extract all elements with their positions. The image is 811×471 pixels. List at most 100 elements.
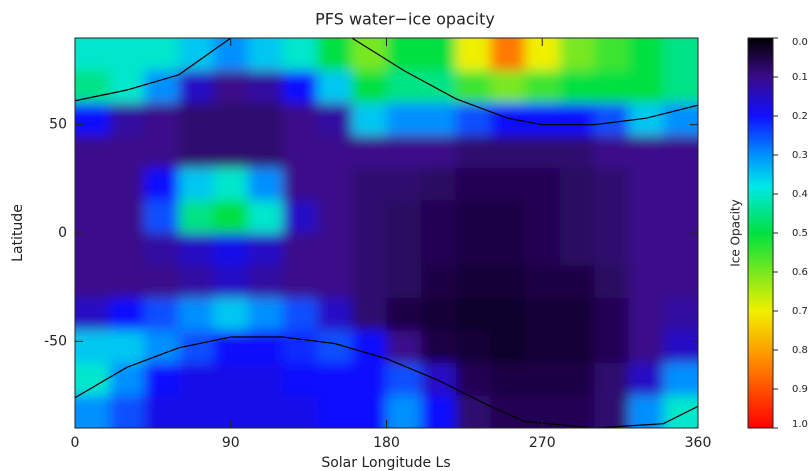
heatmap-cell xyxy=(75,70,111,104)
heatmap-cell xyxy=(248,168,284,201)
heatmap xyxy=(75,38,698,428)
heatmap-cell xyxy=(75,395,111,428)
heatmap-cell xyxy=(559,103,595,136)
heatmap-cell xyxy=(421,168,457,201)
heatmap-cell xyxy=(455,38,491,71)
heatmap-cell xyxy=(559,38,595,71)
heatmap-cell xyxy=(178,363,214,396)
heatmap-cell xyxy=(594,233,630,266)
x-tick-label: 180 xyxy=(373,435,400,451)
heatmap-cell xyxy=(455,330,491,364)
heatmap-cell xyxy=(524,168,561,201)
heatmap-cell xyxy=(524,200,561,234)
heatmap-cell xyxy=(282,330,318,364)
heatmap-cell xyxy=(559,298,595,331)
heatmap-cell xyxy=(594,38,630,71)
heatmap-cell xyxy=(490,298,526,331)
heatmap-cell xyxy=(178,233,214,266)
heatmap-cell xyxy=(421,38,457,71)
heatmap-cell xyxy=(282,38,318,71)
heatmap-cell xyxy=(75,233,111,266)
heatmap-cell xyxy=(628,70,664,104)
heatmap-cell xyxy=(144,38,180,71)
heatmap-cell xyxy=(109,298,145,331)
heatmap-cell xyxy=(144,233,180,266)
heatmap-cell xyxy=(455,103,491,136)
colorbar-tick-label: 0.2 xyxy=(792,111,808,122)
heatmap-cell xyxy=(109,330,145,364)
colorbar-label: Ice Opacity xyxy=(729,199,743,267)
heatmap-cells xyxy=(75,38,698,428)
heatmap-cell xyxy=(386,363,422,396)
heatmap-cell xyxy=(248,265,284,299)
heatmap-cell xyxy=(386,135,422,169)
x-tick-label: 0 xyxy=(71,435,80,451)
heatmap-cell xyxy=(248,103,284,136)
heatmap-cell xyxy=(178,70,214,104)
x-tick-label: 270 xyxy=(529,435,556,451)
heatmap-cell xyxy=(559,135,595,169)
heatmap-cell xyxy=(524,363,561,396)
heatmap-cell xyxy=(282,70,318,104)
heatmap-cell xyxy=(663,38,698,71)
heatmap-cell xyxy=(144,298,180,331)
heatmap-cell xyxy=(248,200,284,234)
heatmap-cell xyxy=(421,233,457,266)
heatmap-cell xyxy=(248,135,284,169)
heatmap-cell xyxy=(213,265,249,299)
heatmap-cell xyxy=(317,298,353,331)
heatmap-cell xyxy=(455,168,491,201)
heatmap-cell xyxy=(594,103,630,136)
heatmap-cell xyxy=(178,103,214,136)
heatmap-cell xyxy=(524,233,561,266)
heatmap-cell xyxy=(144,200,180,234)
heatmap-cell xyxy=(75,38,111,71)
heatmap-cell xyxy=(351,233,387,266)
colorbar-tick-label: 0.1 xyxy=(792,72,808,83)
heatmap-cell xyxy=(490,38,526,71)
heatmap-cell xyxy=(594,168,630,201)
heatmap-cell xyxy=(594,265,630,299)
heatmap-cell xyxy=(178,168,214,201)
heatmap-cell xyxy=(559,265,595,299)
y-axis-label: Latitude xyxy=(10,204,26,262)
heatmap-cell xyxy=(213,103,249,136)
heatmap-cell xyxy=(317,38,353,71)
heatmap-cell xyxy=(178,298,214,331)
heatmap-cell xyxy=(455,70,491,104)
heatmap-cell xyxy=(282,168,318,201)
heatmap-cell xyxy=(75,168,111,201)
boundary-curve xyxy=(75,38,698,126)
heatmap-cell xyxy=(663,298,698,331)
heatmap-cell xyxy=(628,200,664,234)
heatmap-cell xyxy=(144,168,180,201)
heatmap-cell xyxy=(75,200,111,234)
heatmap-cell xyxy=(248,298,284,331)
heatmap-cell xyxy=(75,363,111,396)
heatmap-cell xyxy=(248,330,284,364)
heatmap-cell xyxy=(75,330,111,364)
heatmap-cell xyxy=(109,265,145,299)
heatmap-cell xyxy=(455,265,491,299)
heatmap-cell xyxy=(178,200,214,234)
heatmap-cell xyxy=(351,70,387,104)
heatmap-cell xyxy=(421,363,457,396)
heatmap-cell xyxy=(386,70,422,104)
chart-title: PFS water−ice opacity xyxy=(315,10,495,29)
heatmap-cell xyxy=(524,330,561,364)
colorbar-tick-label: 0.7 xyxy=(792,306,808,317)
heatmap-cell xyxy=(109,38,145,71)
heatmap-cell xyxy=(248,38,284,71)
heatmap-cell xyxy=(213,168,249,201)
heatmap-cell xyxy=(490,200,526,234)
heatmap-cell xyxy=(75,265,111,299)
heatmap-cell xyxy=(421,200,457,234)
heatmap-cell xyxy=(282,135,318,169)
heatmap-cell xyxy=(524,103,561,136)
heatmap-cell xyxy=(594,70,630,104)
heatmap-cell xyxy=(628,233,664,266)
heatmap-cell xyxy=(351,265,387,299)
heatmap-cell xyxy=(351,200,387,234)
heatmap-cell xyxy=(559,70,595,104)
